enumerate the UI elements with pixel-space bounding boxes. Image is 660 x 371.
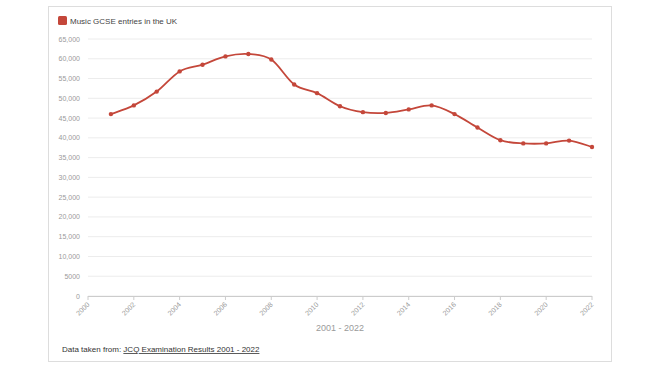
y-tick-label: 50,000 xyxy=(59,95,81,102)
grid-line xyxy=(88,256,592,257)
grid-line xyxy=(88,39,592,40)
point xyxy=(475,125,479,129)
x-tick xyxy=(592,296,593,300)
x-tick xyxy=(500,296,501,300)
legend-swatch xyxy=(58,16,67,25)
line xyxy=(111,54,592,147)
x-tick xyxy=(133,296,134,300)
point xyxy=(177,69,181,73)
x-tick xyxy=(362,296,363,300)
point xyxy=(246,52,250,56)
x-tick xyxy=(546,296,547,300)
y-tick-label: 15,000 xyxy=(59,233,81,240)
x-axis xyxy=(88,296,592,297)
chart: 0 5000 10,000 15,000 20,000 25,000 30,000 35,00… xyxy=(0,0,660,371)
x-tick-label: 2008 xyxy=(258,301,274,317)
x-tick xyxy=(408,296,409,300)
y-tick-label: 55,000 xyxy=(59,75,81,82)
grid-line xyxy=(88,157,592,158)
point xyxy=(567,138,571,142)
plot-area xyxy=(109,52,594,149)
y-tick-label: 35,000 xyxy=(59,154,81,161)
y-tick-label: 0 xyxy=(76,293,80,300)
y-tick-label: 45,000 xyxy=(59,115,81,122)
x-tick-label: 2012 xyxy=(350,301,366,317)
point xyxy=(498,138,502,142)
grid-line xyxy=(88,296,592,297)
grid-line xyxy=(88,177,592,178)
source-link[interactable]: JCQ Examination Results 2001 - 2022 xyxy=(123,345,260,354)
point xyxy=(590,145,594,149)
point xyxy=(544,141,548,145)
y-tick-label: 25,000 xyxy=(59,194,81,201)
frame xyxy=(49,7,612,362)
x-tick-label: 2020 xyxy=(533,301,549,317)
x-tick-label: 2022 xyxy=(579,301,595,317)
point xyxy=(223,54,227,58)
y-tick-label: 20,000 xyxy=(59,213,81,220)
x-tick-label: 2010 xyxy=(304,301,320,317)
source-prefix: Data taken from: xyxy=(62,345,123,354)
x-tick-label: 2014 xyxy=(395,301,411,317)
x-tick xyxy=(271,296,272,300)
x-tick-label: 2002 xyxy=(121,301,137,317)
point xyxy=(429,103,433,107)
x-tick xyxy=(454,296,455,300)
x-tick xyxy=(225,296,226,300)
legend-label: Music GCSE entries in the UK xyxy=(70,17,178,26)
grid-line xyxy=(88,58,592,59)
grid-line xyxy=(88,276,592,277)
x-tick-label: 2004 xyxy=(166,301,182,317)
x-tick-label: 2000 xyxy=(75,301,91,317)
point xyxy=(292,82,296,86)
grid-line xyxy=(88,118,592,119)
grid-line xyxy=(88,197,592,198)
x-tick xyxy=(88,296,89,300)
point xyxy=(269,57,273,61)
grid-line xyxy=(88,137,592,138)
x-tick xyxy=(179,296,180,300)
y-tick-label: 40,000 xyxy=(59,134,81,141)
point xyxy=(132,103,136,107)
point xyxy=(315,91,319,95)
source-note: Data taken from: JCQ Examination Results… xyxy=(62,345,260,354)
grid-line xyxy=(88,216,592,217)
point xyxy=(384,111,388,115)
x-tick xyxy=(317,296,318,300)
x-tick-label: 2018 xyxy=(487,301,503,317)
y-tick-label: 10,000 xyxy=(59,253,81,260)
y-tick-label: 30,000 xyxy=(59,174,81,181)
y-tick-label: 60,000 xyxy=(59,55,81,62)
point xyxy=(155,89,159,93)
grid-line xyxy=(88,98,592,99)
point xyxy=(521,141,525,145)
y-tick-label: 5000 xyxy=(64,273,80,280)
point xyxy=(200,62,204,66)
x-tick-label: 2006 xyxy=(212,301,228,317)
x-axis-title: 2001 - 2022 xyxy=(316,323,364,333)
x-tick-label: 2016 xyxy=(441,301,457,317)
y-tick-label: 65,000 xyxy=(59,36,81,43)
point xyxy=(452,112,456,116)
point xyxy=(109,112,113,116)
grid-line xyxy=(88,78,592,79)
point xyxy=(407,107,411,111)
grid-line xyxy=(88,236,592,237)
point xyxy=(338,104,342,108)
point xyxy=(361,110,365,114)
